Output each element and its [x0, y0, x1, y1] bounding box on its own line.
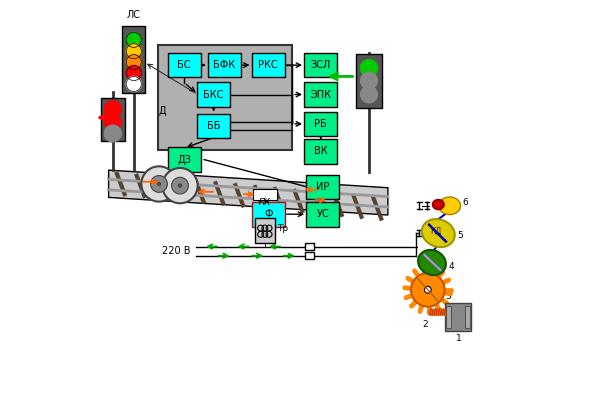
FancyBboxPatch shape [197, 113, 230, 139]
Circle shape [157, 182, 161, 186]
Text: ЭПК: ЭПК [310, 89, 331, 100]
FancyBboxPatch shape [168, 53, 201, 78]
Text: Д: Д [158, 106, 166, 116]
Circle shape [105, 125, 121, 142]
Text: КД: КД [430, 226, 442, 236]
Text: ПК: ПК [259, 198, 271, 207]
Text: 3: 3 [445, 291, 451, 301]
FancyBboxPatch shape [305, 243, 314, 250]
Circle shape [361, 72, 378, 89]
Text: РБ: РБ [314, 119, 327, 129]
Circle shape [163, 168, 197, 203]
FancyBboxPatch shape [304, 53, 337, 78]
Text: БКС: БКС [203, 89, 224, 100]
Text: 4: 4 [448, 262, 454, 271]
Text: 1: 1 [456, 333, 462, 343]
FancyBboxPatch shape [465, 306, 470, 328]
Text: 220 В: 220 В [161, 246, 190, 256]
Circle shape [105, 113, 121, 130]
Text: ЗСЛ: ЗСЛ [311, 60, 331, 70]
Text: БС: БС [177, 60, 191, 70]
Circle shape [151, 176, 167, 192]
FancyBboxPatch shape [304, 139, 337, 164]
FancyBboxPatch shape [253, 189, 277, 200]
FancyBboxPatch shape [122, 26, 145, 93]
Circle shape [126, 76, 141, 92]
FancyBboxPatch shape [100, 98, 125, 141]
Circle shape [171, 177, 189, 194]
FancyBboxPatch shape [305, 252, 314, 259]
Circle shape [126, 44, 141, 59]
Text: 5: 5 [457, 231, 463, 240]
FancyBboxPatch shape [446, 306, 452, 328]
Text: 6: 6 [463, 198, 469, 207]
FancyBboxPatch shape [197, 82, 230, 107]
Text: 2: 2 [422, 320, 428, 329]
Text: ДЗ: ДЗ [177, 155, 191, 165]
Text: ББ: ББ [207, 121, 220, 131]
FancyBboxPatch shape [252, 53, 285, 78]
Text: ЛС: ЛС [127, 10, 141, 20]
FancyBboxPatch shape [255, 218, 275, 243]
Text: УС: УС [316, 209, 329, 219]
Polygon shape [109, 170, 388, 215]
FancyBboxPatch shape [168, 147, 201, 172]
Ellipse shape [422, 219, 454, 247]
FancyBboxPatch shape [252, 202, 285, 227]
FancyBboxPatch shape [306, 175, 339, 199]
Text: БФК: БФК [213, 60, 235, 70]
FancyBboxPatch shape [446, 303, 471, 331]
Circle shape [105, 101, 121, 118]
Text: Тр: Тр [277, 223, 288, 233]
Ellipse shape [433, 200, 444, 210]
Circle shape [178, 184, 181, 187]
FancyBboxPatch shape [304, 112, 337, 136]
Ellipse shape [418, 250, 446, 275]
Circle shape [126, 32, 141, 47]
Text: ИР: ИР [316, 182, 330, 192]
FancyBboxPatch shape [356, 54, 382, 108]
Circle shape [411, 273, 444, 307]
Circle shape [141, 166, 177, 202]
Text: Ф: Ф [264, 209, 272, 219]
FancyBboxPatch shape [306, 202, 339, 227]
Circle shape [424, 286, 431, 293]
FancyBboxPatch shape [158, 45, 292, 150]
Circle shape [361, 86, 378, 103]
FancyBboxPatch shape [207, 53, 241, 78]
Ellipse shape [439, 197, 460, 215]
Circle shape [126, 66, 141, 81]
Circle shape [126, 55, 141, 70]
Text: РКС: РКС [258, 60, 278, 70]
Circle shape [361, 60, 378, 76]
Text: ВК: ВК [314, 146, 327, 156]
FancyBboxPatch shape [304, 82, 337, 107]
